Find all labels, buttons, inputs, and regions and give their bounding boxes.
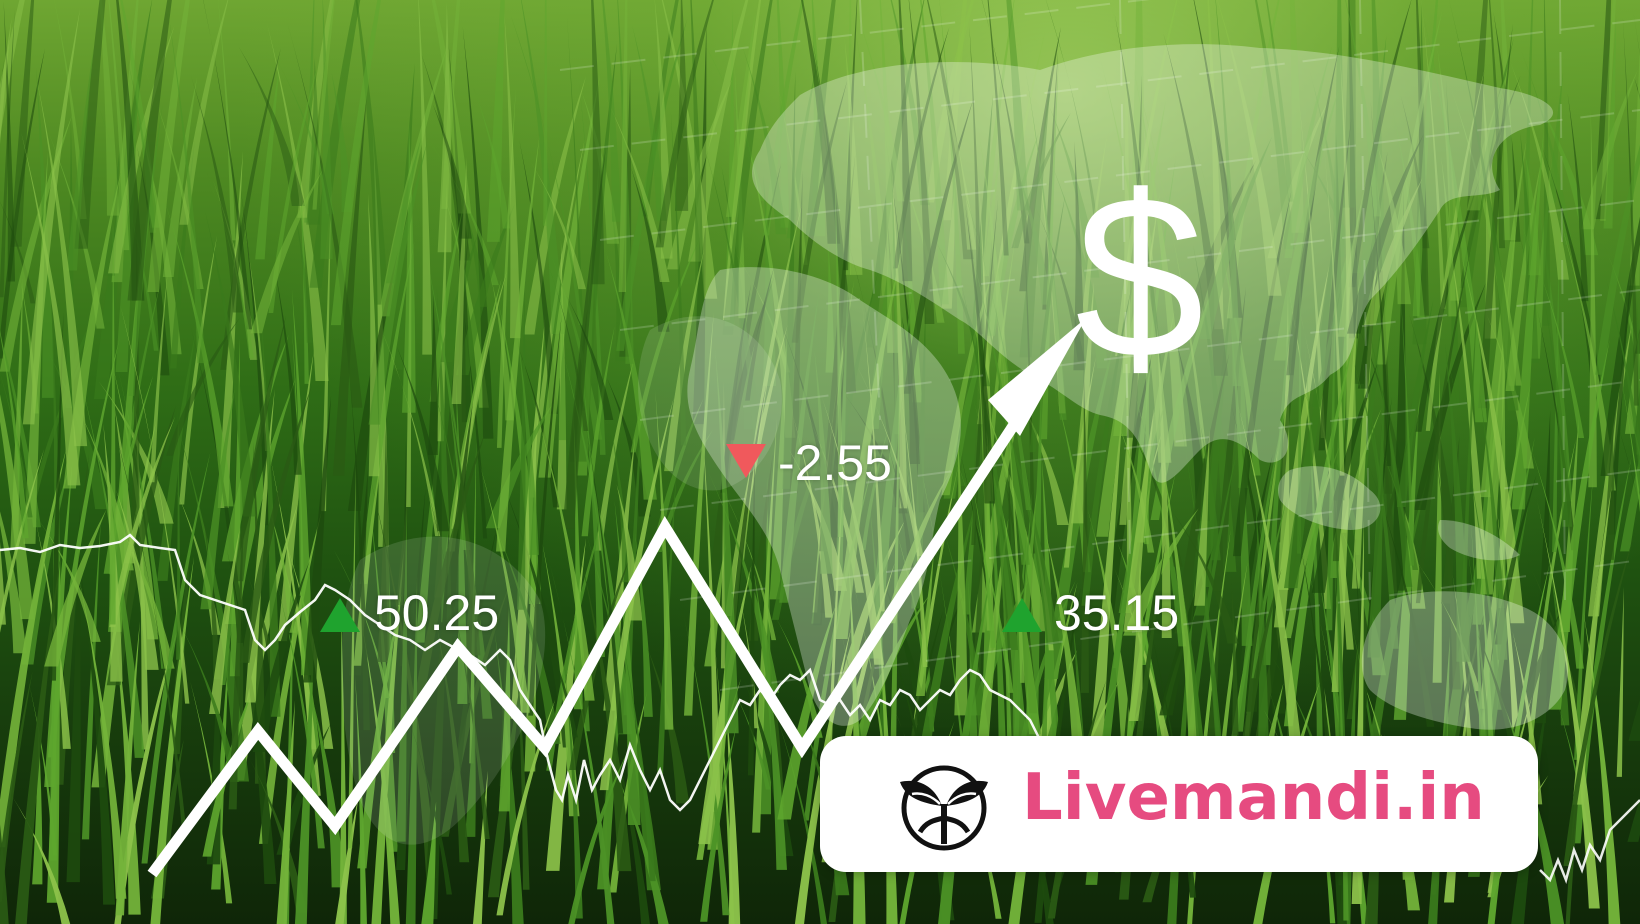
- dollar-sign-icon: $: [1075, 148, 1205, 407]
- faded-ghost-shapes: [341, 316, 782, 845]
- ticker-up-arrow-icon: [1002, 598, 1042, 632]
- ticker-down-arrow-icon: [726, 444, 766, 478]
- market-line-series-right: [1539, 799, 1640, 884]
- ticker-value: 35.15: [1054, 585, 1180, 641]
- brand-card[interactable]: Livemandi.in: [820, 736, 1538, 872]
- trend-arrow-head-icon: [988, 318, 1086, 436]
- brand-name: Livemandi.in: [1022, 761, 1485, 835]
- market-line-series: [0, 533, 1042, 812]
- ticker-up-arrow-icon: [320, 598, 360, 632]
- ticker-value: 50.25: [374, 585, 500, 641]
- grid-lines: [559, 0, 1640, 691]
- sprout-in-circle-icon: [900, 765, 988, 851]
- ticker-value: -2.55: [778, 435, 892, 491]
- trend-zigzag-line: [147, 384, 1043, 878]
